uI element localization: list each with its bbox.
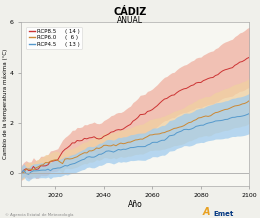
Text: ANUAL: ANUAL [117,16,143,25]
Text: Emet: Emet [213,211,233,217]
Text: © Agencia Estatal de Meteorología: © Agencia Estatal de Meteorología [5,213,74,217]
Text: A: A [203,207,210,217]
Text: CÁDIZ: CÁDIZ [113,7,147,17]
Y-axis label: Cambio de la temperatura máxima (°C): Cambio de la temperatura máxima (°C) [3,49,8,159]
X-axis label: Año: Año [128,200,143,209]
Legend: RCP8.5     ( 14 ), RCP6.0     (  6 ), RCP4.5     ( 13 ): RCP8.5 ( 14 ), RCP6.0 ( 6 ), RCP4.5 ( 13… [26,27,82,49]
